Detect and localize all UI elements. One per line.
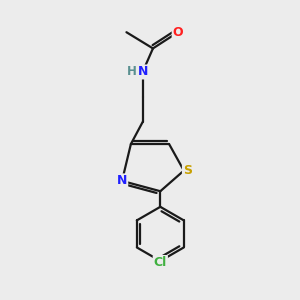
Text: N: N bbox=[137, 65, 148, 79]
Text: Cl: Cl bbox=[154, 256, 167, 269]
Text: H: H bbox=[127, 65, 136, 79]
Text: O: O bbox=[173, 26, 183, 39]
Text: N: N bbox=[117, 174, 127, 188]
Text: S: S bbox=[183, 164, 192, 177]
